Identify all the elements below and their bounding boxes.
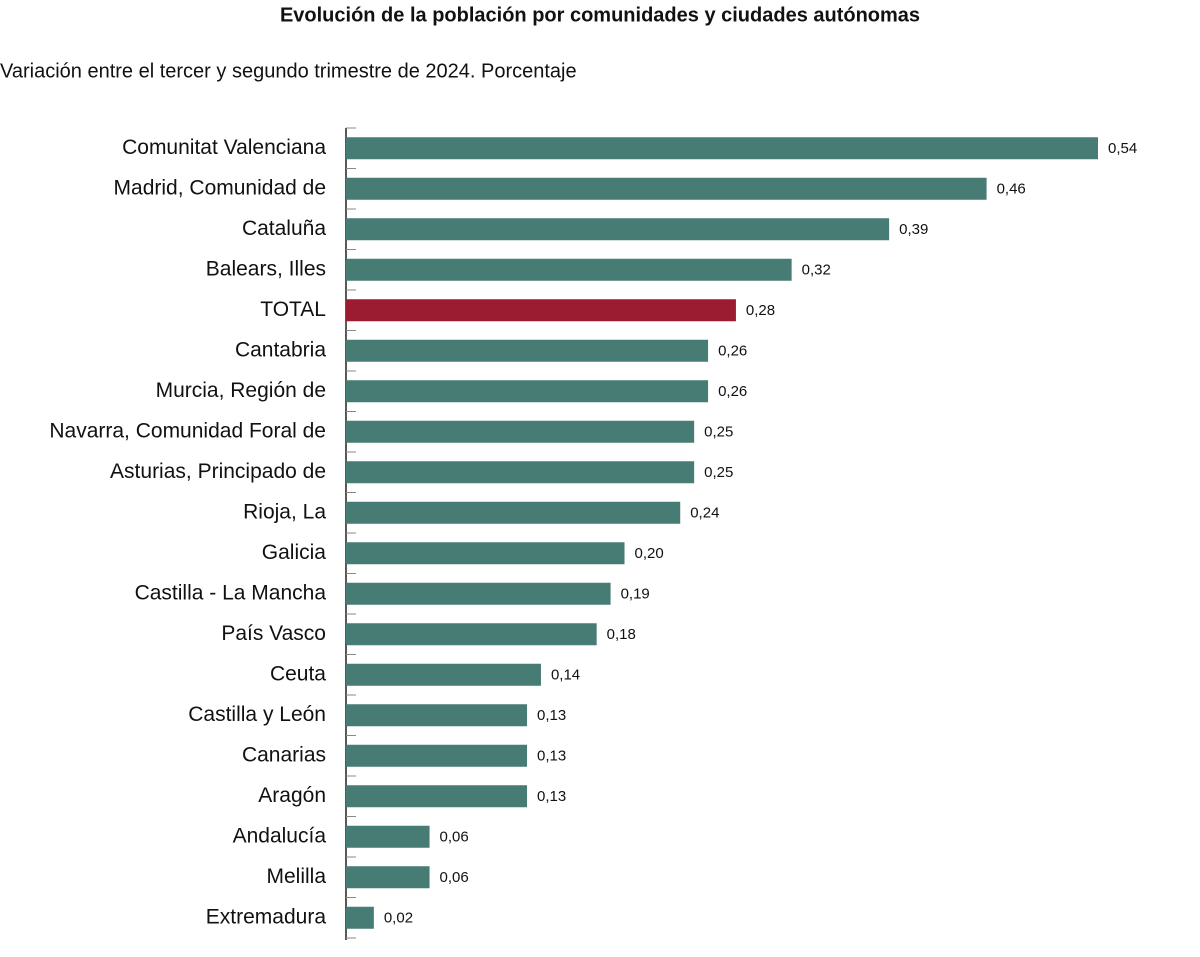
bar: [346, 177, 987, 200]
bar: [346, 785, 528, 808]
value-label: 0,13: [537, 748, 566, 765]
bar: [346, 420, 695, 443]
value-label: 0,54: [1108, 140, 1137, 157]
value-label: 0,06: [440, 829, 469, 846]
value-label: 0,13: [537, 788, 566, 805]
value-label: 0,20: [635, 545, 664, 562]
bar: [346, 866, 430, 889]
category-label: Cataluña: [242, 217, 326, 240]
bar: [346, 461, 695, 484]
category-label: Aragón: [258, 784, 326, 807]
bar: [346, 623, 597, 646]
category-label: Comunitat Valenciana: [122, 136, 326, 159]
chart-title: Evolución de la población por comunidade…: [280, 4, 920, 26]
value-label: 0,18: [607, 626, 636, 643]
category-label: Andalucía: [233, 824, 327, 847]
bar: [346, 704, 528, 727]
value-label: 0,19: [621, 586, 650, 603]
category-label: Melilla: [266, 865, 326, 888]
category-label: Madrid, Comunidad de: [114, 176, 326, 199]
value-label: 0,26: [718, 343, 747, 360]
category-label: Balears, Illes: [206, 257, 326, 280]
value-label: 0,24: [690, 505, 719, 522]
bar: [346, 299, 736, 322]
category-label: País Vasco: [221, 622, 326, 645]
category-label: Castilla y León: [188, 703, 326, 726]
category-label: Extremadura: [206, 905, 327, 928]
bar: [346, 663, 541, 686]
value-label: 0,28: [746, 302, 775, 319]
bar: [346, 825, 430, 848]
bar: [346, 542, 625, 565]
bar: [346, 137, 1098, 160]
value-label: 0,13: [537, 707, 566, 724]
bar: [346, 744, 528, 767]
bar: [346, 218, 890, 241]
value-label: 0,32: [802, 262, 831, 279]
value-label: 0,25: [704, 464, 733, 481]
chart-subtitle: Variación entre el tercer y segundo trim…: [0, 60, 577, 82]
bar: [346, 906, 374, 929]
value-label: 0,06: [440, 869, 469, 886]
bar: [346, 501, 681, 524]
category-label: Ceuta: [270, 662, 326, 685]
value-label: 0,39: [899, 221, 928, 238]
category-label: Asturias, Principado de: [110, 460, 326, 483]
category-label: Canarias: [242, 743, 326, 766]
category-label: Castilla - La Mancha: [135, 581, 327, 604]
value-label: 0,26: [718, 383, 747, 400]
category-label: TOTAL: [260, 298, 326, 321]
value-label: 0,14: [551, 667, 580, 684]
category-label: Galicia: [262, 541, 327, 564]
category-label: Navarra, Comunidad Foral de: [49, 419, 326, 442]
value-label: 0,02: [384, 910, 413, 927]
category-label: Cantabria: [235, 338, 326, 361]
value-label: 0,25: [704, 424, 733, 441]
bar: [346, 380, 709, 403]
category-label: Rioja, La: [243, 500, 326, 523]
value-label: 0,46: [997, 181, 1026, 198]
bar: [346, 258, 792, 281]
bar: [346, 582, 611, 605]
bar: [346, 339, 709, 362]
category-label: Murcia, Región de: [156, 379, 326, 402]
